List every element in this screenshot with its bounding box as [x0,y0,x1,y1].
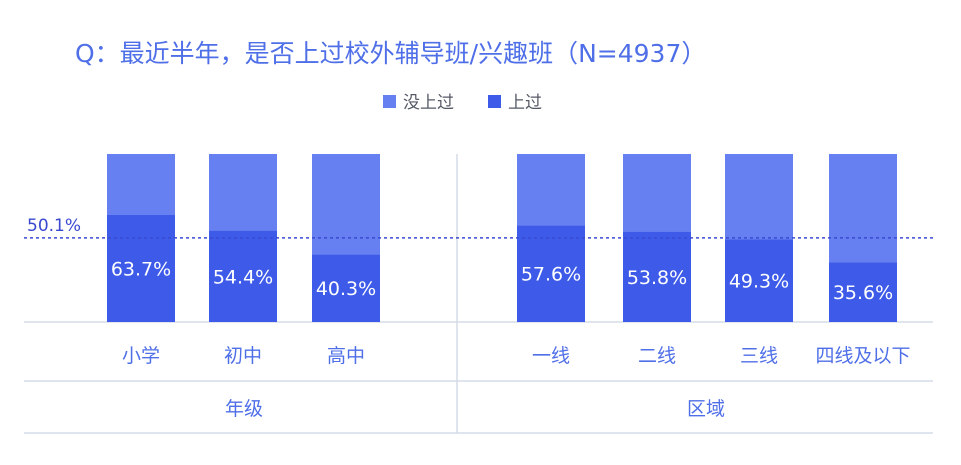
bar-value-label: 57.6% [521,264,581,286]
bar-value-label: 40.3% [316,278,376,300]
bar-attended [623,231,691,322]
legend-swatch [383,95,396,108]
bars: 63.7% 54.4% 40.3% 57.6% 53.8% 49.3% 35.6% [107,154,897,322]
legend-label: 没上过 [403,93,454,113]
bar-not-attended [209,154,277,231]
category-label: 二线 [638,345,676,367]
category-label: 一线 [532,345,570,367]
legend-swatch [488,95,501,108]
bar-not-attended [623,154,691,232]
bar-attended [829,262,897,322]
group-label: 年级 [225,398,263,420]
legend-label: 上过 [508,93,542,113]
bar-value-label: 49.3% [729,271,789,293]
chart-title: Q：最近半年，是否上过校外辅导班/兴趣班（N=4937） [75,39,706,68]
group-label: 区域 [687,398,725,420]
category-label: 四线及以下 [815,345,910,367]
bar-attended [517,225,585,322]
category-label: 三线 [740,345,778,367]
reference-line-label: 50.1% [27,216,81,236]
bar-attended [107,214,175,322]
bar-not-attended [312,154,380,255]
bar-value-label: 35.6% [833,282,893,304]
bar-not-attended [107,154,175,215]
bar-value-label: 63.7% [111,258,171,280]
category-label: 高中 [327,345,365,367]
bar-attended [725,239,793,322]
bar-not-attended [725,154,793,240]
bar-value-label: 53.8% [627,267,687,289]
bar-not-attended [517,154,585,226]
bar-attended [209,230,277,322]
bar-not-attended [829,154,897,263]
bar-attended [312,254,380,322]
category-label: 初中 [224,345,262,367]
reference-line: 50.1% [24,216,933,239]
bar-value-label: 54.4% [213,266,273,288]
legend: 没上过 上过 [383,93,542,113]
category-label: 小学 [122,345,160,367]
